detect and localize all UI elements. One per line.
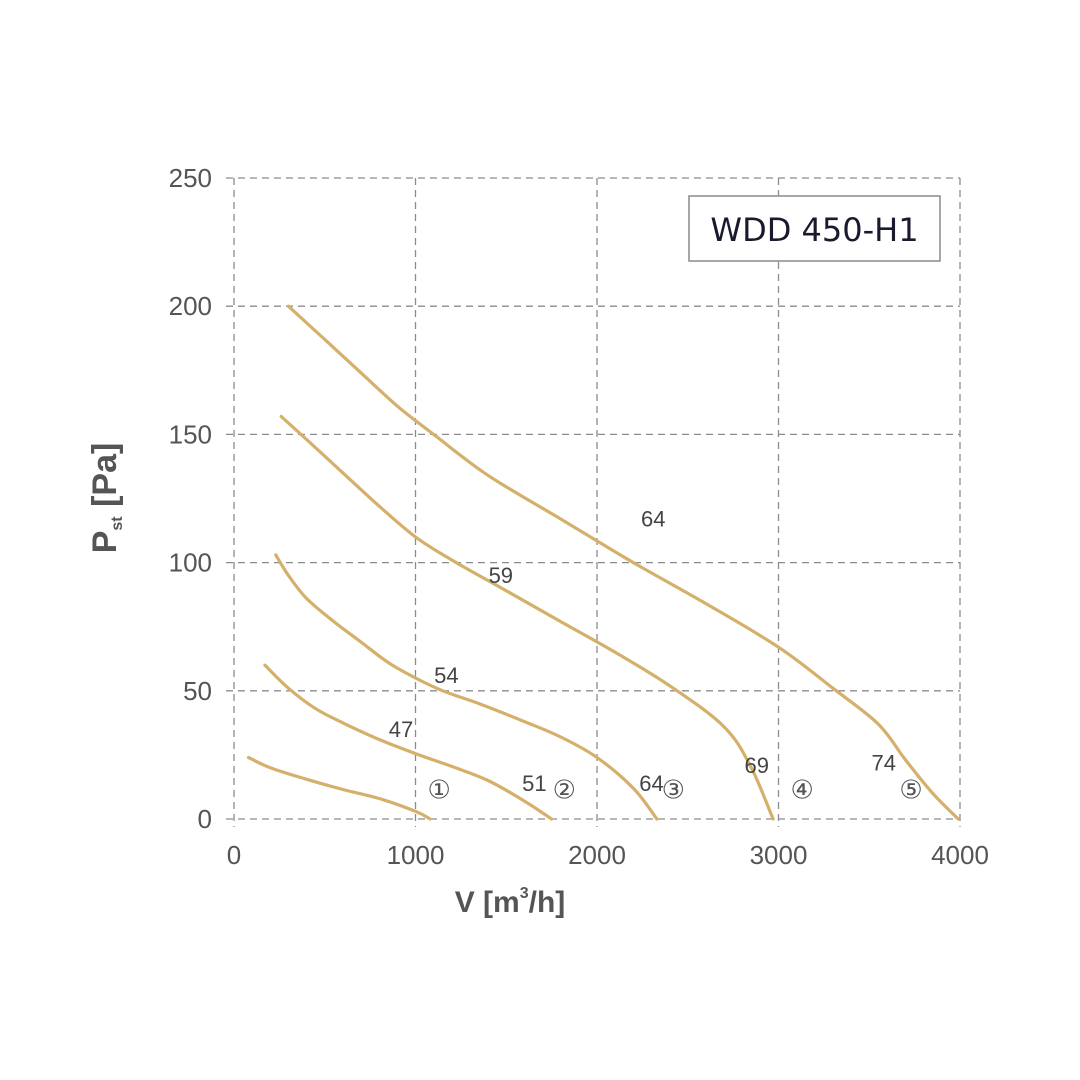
curve-annotation-3: 64 [639,771,663,796]
curve-line-2 [263,663,554,821]
curve-numbers: ① ② ③ ④ ⑤ [427,775,922,805]
curve-number-3: ③ [662,775,685,805]
curve-annotation-1: 51 [522,771,546,796]
y-tick-label-5: 250 [169,163,212,193]
curve-number-2: ② [553,775,576,805]
curve-annotation-2: 54 [434,663,458,688]
x-axis-title-sup: 3 [520,885,529,902]
x-axis-title: V [m3/h] [455,885,566,919]
y-tick-label-3: 150 [169,419,212,449]
y-axis-title: Pst [Pa] [86,443,126,554]
y-tick-label-2: 100 [169,548,212,578]
curve-annotation-5: 69 [744,753,768,778]
curve-annotation-6: 64 [641,507,665,532]
y-axis-title-sub: st [109,516,126,531]
curve-line-5 [286,304,960,821]
model-label-box: WDD 450-H1 [688,195,941,262]
curve-annotation-0: 47 [389,717,413,742]
curve-annotation-7: 74 [872,750,896,775]
curve-annotation-4: 59 [489,563,513,588]
curve-number-1: ① [427,775,450,805]
y-axis-title-main: P [86,531,124,554]
y-axis-title-tail: [Pa] [86,443,124,517]
y-axis-ticks: 0 50 100 150 200 250 [169,163,212,834]
x-axis-title-main: V [m [455,886,520,919]
x-axis-ticks: 0 1000 2000 3000 4000 [227,840,989,870]
y-tick-label-1: 50 [183,676,212,706]
curve-annotations: 47 51 54 64 59 69 64 74 [389,507,896,796]
curve-line-3 [274,553,659,821]
chart-curves [246,304,960,821]
model-label: WDD 450-H1 [710,211,918,249]
y-tick-label-0: 0 [198,804,212,834]
x-axis-title-tail: /h] [529,886,566,919]
curve-number-5: ⑤ [899,775,922,805]
x-tick-label-2: 2000 [568,840,626,870]
x-tick-label-3: 3000 [750,840,808,870]
y-tick-label-4: 200 [169,291,212,321]
curve-line-1 [246,755,432,821]
chart-grid [226,177,961,827]
x-tick-label-4: 4000 [931,840,989,870]
x-tick-label-1: 1000 [387,840,445,870]
curve-number-4: ④ [790,775,813,805]
curve-line-4 [279,414,775,821]
x-tick-label-0: 0 [227,840,241,870]
